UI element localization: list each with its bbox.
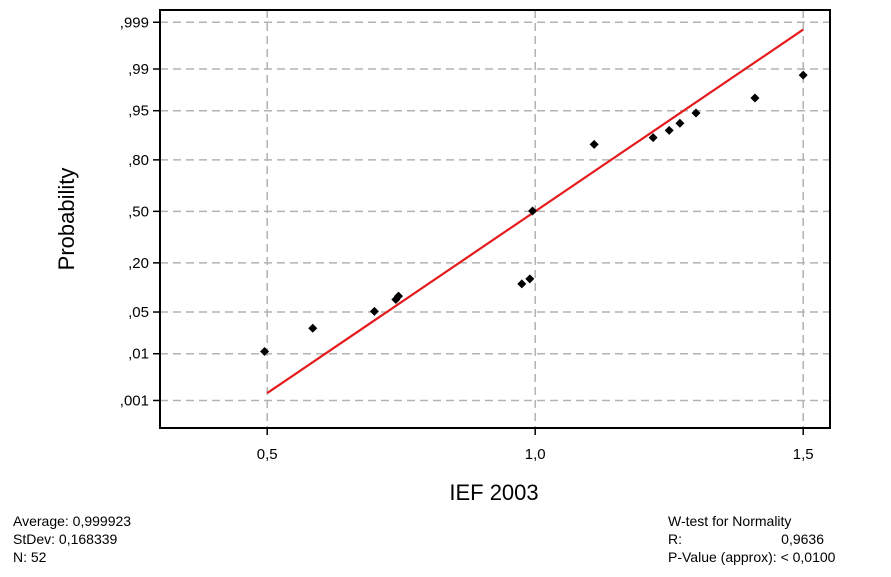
y-tick-label: ,99: [128, 61, 149, 78]
data-point: [675, 118, 685, 128]
data-point: [664, 125, 674, 135]
data-point: [798, 70, 808, 80]
data-point: [394, 291, 404, 301]
y-tick-label: ,95: [128, 103, 149, 120]
y-tick-label: ,01: [128, 346, 149, 363]
x-axis-label: IEF 2003: [449, 480, 538, 505]
data-point: [648, 133, 658, 143]
p-value-text: P-Value (approx): < 0,0100: [668, 549, 836, 565]
normality-test-title: W-test for Normality: [668, 513, 792, 529]
y-tick-label: ,20: [128, 255, 149, 272]
x-tick-label: 0,5: [257, 446, 278, 463]
y-axis-label: Probability: [54, 168, 79, 271]
y-tick-label: ,999: [120, 14, 149, 31]
y-tick-label: ,001: [120, 392, 149, 409]
grid-lines: [160, 10, 830, 428]
average-text: Average: 0,999923: [13, 513, 132, 529]
r-row: R: 0,9636: [668, 530, 888, 548]
y-tick-label: ,50: [128, 203, 149, 220]
x-tick-label: 1,5: [793, 446, 814, 463]
y-axis-ticks: ,999 ,99 ,95 ,80 ,50 ,20 ,05 ,01 ,001: [120, 14, 160, 409]
n-text: N: 52: [13, 549, 47, 565]
data-point: [260, 347, 270, 357]
data-point: [308, 323, 318, 333]
r-value: 0,9636: [781, 531, 824, 547]
stdev-text: StDev: 0,168339: [13, 531, 118, 547]
y-tick-label: ,05: [128, 304, 149, 321]
data-points: [260, 70, 808, 357]
data-point: [369, 306, 379, 316]
data-point: [691, 108, 701, 118]
r-label: R:: [668, 531, 682, 547]
plot-area-frame: [159, 9, 831, 429]
data-point: [528, 206, 538, 216]
data-point: [525, 274, 535, 284]
data-point: [589, 139, 599, 149]
x-tick-label: 1,0: [525, 446, 546, 463]
probability-plot: ,999,99,95,80,50,20,05,01,001 0,5 1,0 1,5 …: [54, 9, 831, 505]
x-axis-ticks: 0,5 1,0 1,5: [257, 428, 814, 463]
data-point: [750, 93, 760, 103]
normality-test-stats: W-test for Normality R: 0,9636 P-Value (…: [668, 512, 888, 566]
summary-stats: Average: 0,999923 StDev: 0,168339 N: 52: [13, 512, 131, 566]
y-tick-label: ,80: [128, 152, 149, 169]
data-point: [517, 279, 527, 289]
